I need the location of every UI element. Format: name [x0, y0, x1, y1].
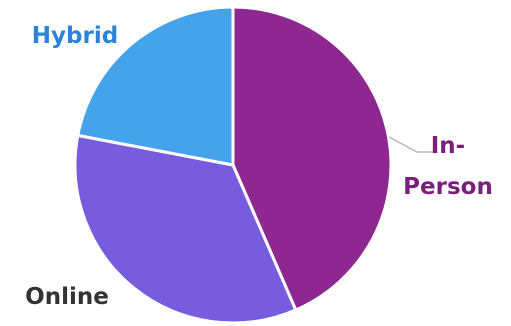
in-person-label-line-1: In-	[431, 133, 465, 159]
hybrid-label: Hybrid	[32, 23, 118, 49]
pie-slice-online	[73, 133, 298, 325]
pie-slice-hybrid	[76, 5, 235, 167]
online-label: Online	[25, 284, 109, 310]
in-person-leader-line	[388, 136, 436, 153]
pie-slice-in-person	[231, 5, 393, 312]
in-person-label-line-2: Person	[403, 174, 493, 200]
pie-slices	[73, 5, 393, 325]
